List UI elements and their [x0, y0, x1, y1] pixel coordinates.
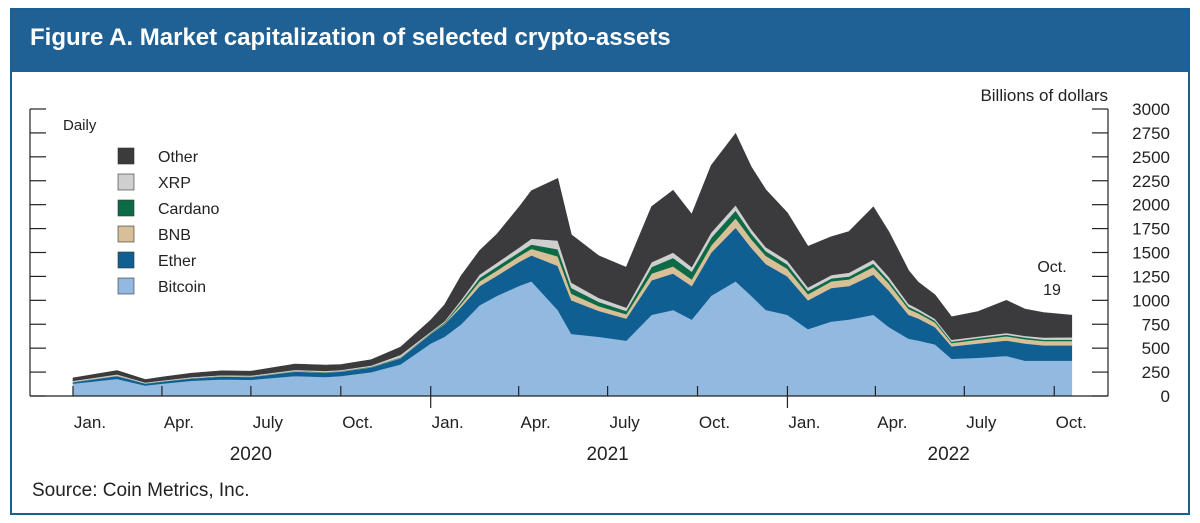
- y-tick-label: 2250: [1132, 172, 1170, 191]
- area-other: [72, 132, 1073, 383]
- x-tick-label: Jan.: [788, 413, 820, 432]
- legend-label-other: Other: [158, 149, 199, 166]
- x-tick-label: July: [966, 413, 997, 432]
- x-tick-label: Apr.: [877, 413, 907, 432]
- x-tick-label: Oct.: [1056, 413, 1087, 432]
- y-tick-label: 1750: [1132, 220, 1170, 239]
- figure-title: Figure A. Market capitalization of selec…: [30, 24, 671, 51]
- stacked-areas: [72, 132, 1073, 397]
- source-note: Source: Coin Metrics, Inc.: [32, 480, 250, 501]
- x-tick-label: Jan.: [432, 413, 464, 432]
- y-tick-label: 2750: [1132, 124, 1170, 143]
- x-tick-label: July: [609, 413, 640, 432]
- y-tick-label: 2000: [1132, 196, 1170, 215]
- y-tick-label: 1500: [1132, 244, 1170, 263]
- frequency-label: Daily: [63, 117, 97, 134]
- x-tick-label: Oct.: [342, 413, 373, 432]
- year-label: 2020: [230, 444, 272, 465]
- y-tick-label: 750: [1142, 315, 1170, 334]
- y-tick-label: 3000: [1132, 100, 1170, 119]
- y-tick-label: 1000: [1132, 291, 1170, 310]
- y-tick-label: 250: [1142, 363, 1170, 382]
- year-label: 2021: [586, 444, 628, 465]
- x-tick-label: Apr.: [521, 413, 551, 432]
- y-tick-label: 1250: [1132, 267, 1170, 286]
- x-tick-label: Jan.: [74, 413, 106, 432]
- legend-swatch-ether: [117, 251, 135, 269]
- x-tick-label: Apr.: [164, 413, 194, 432]
- legend-swatch-bitcoin: [117, 277, 135, 295]
- year-label: 2022: [928, 444, 970, 465]
- y-axis-label: Billions of dollars: [980, 86, 1108, 105]
- x-tick-label: Oct.: [699, 413, 730, 432]
- y-tick-label: 0: [1161, 387, 1170, 406]
- legend-swatch-cardano: [117, 199, 135, 217]
- legend-swatch-other: [117, 147, 135, 165]
- legend: Other XRP Cardano BNB Ether Bitcoin: [117, 147, 219, 296]
- y-tick-label: 500: [1142, 339, 1170, 358]
- x-tick-label: July: [253, 413, 284, 432]
- legend-swatch-xrp: [117, 173, 135, 191]
- legend-label-ether: Ether: [158, 253, 197, 270]
- legend-label-bitcoin: Bitcoin: [158, 279, 206, 296]
- y-tick-label: 2500: [1132, 148, 1170, 167]
- annotation-line2: 19: [1043, 282, 1061, 299]
- axes: 0 250 500 750 1000 1250 1500 1750 2000 2250 2500 27…: [29, 100, 1170, 465]
- legend-label-xrp: XRP: [158, 175, 191, 192]
- legend-label-bnb: BNB: [158, 227, 191, 244]
- annotation-line1: Oct.: [1037, 259, 1066, 276]
- legend-label-cardano: Cardano: [158, 201, 219, 218]
- title-bar: Figure A. Market capitalization of selec…: [12, 10, 1188, 72]
- legend-swatch-bnb: [117, 225, 135, 243]
- figure-frame: Figure A. Market capitalization of selec…: [10, 8, 1190, 515]
